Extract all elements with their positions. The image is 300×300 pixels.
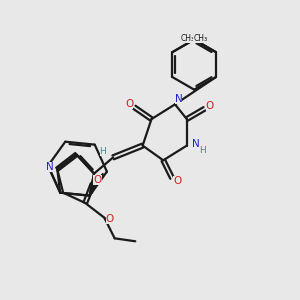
Text: O: O: [173, 176, 181, 186]
Text: CH₃: CH₃: [194, 34, 208, 43]
Text: N: N: [46, 162, 54, 172]
Text: N: N: [192, 139, 200, 149]
Text: O: O: [206, 101, 214, 111]
Text: H: H: [200, 146, 206, 155]
Text: H: H: [100, 147, 106, 156]
Text: N: N: [175, 94, 182, 104]
Text: CH₃: CH₃: [181, 34, 195, 43]
Text: O: O: [106, 214, 114, 224]
Text: O: O: [125, 99, 133, 110]
Text: O: O: [94, 175, 102, 185]
